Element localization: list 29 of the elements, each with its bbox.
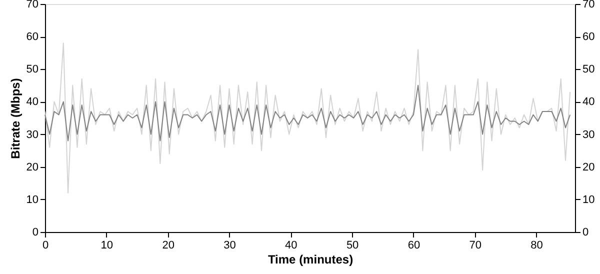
y2-tick-label: 20 (582, 161, 595, 174)
line-series (44, 42, 571, 194)
x-tick-label: 40 (285, 240, 298, 252)
x-tick-label: 80 (530, 240, 543, 252)
x-tick-label: 30 (224, 240, 236, 252)
x-tick-label: 20 (162, 240, 174, 252)
y-tick-label: 40 (26, 96, 38, 108)
y2-tick-label: 40 (582, 96, 595, 108)
y2-tick-label: 70 (582, 0, 595, 10)
y-tick-label: 10 (26, 194, 38, 206)
x-tick-label: 60 (408, 240, 420, 252)
y2-tick-label: 30 (582, 128, 595, 141)
x-tick-label: 0 (42, 240, 49, 252)
y-axis-title: Bitrate (Mbps) (8, 78, 22, 159)
line-series (44, 84, 571, 142)
x-tick-label: 70 (469, 240, 482, 252)
y-tick-label: 0 (32, 226, 38, 238)
y-tick-label: 70 (26, 0, 38, 10)
y-tick-label: 30 (26, 128, 38, 141)
y-tick-label: 60 (26, 31, 38, 44)
y2-tick-label: 0 (582, 226, 589, 238)
x-tick-label: 50 (346, 240, 359, 252)
y2-tick-label: 10 (582, 194, 595, 206)
y-tick-label: 50 (26, 64, 38, 76)
y2-tick-label: 60 (582, 31, 595, 44)
x-tick-label: 10 (100, 240, 114, 252)
y2-tick-label: 50 (582, 64, 595, 76)
x-axis-title: Time (minutes) (268, 252, 354, 266)
y-tick-label: 20 (26, 161, 38, 174)
